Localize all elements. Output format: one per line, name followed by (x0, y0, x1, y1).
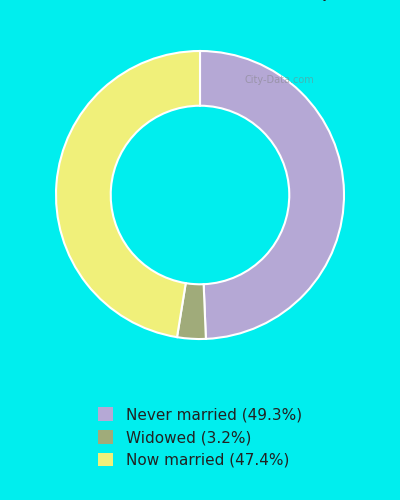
Wedge shape (177, 283, 206, 339)
Legend: Never married (49.3%), Widowed (3.2%), Now married (47.4%): Never married (49.3%), Widowed (3.2%), N… (90, 400, 310, 475)
Wedge shape (200, 51, 344, 339)
Wedge shape (56, 51, 200, 337)
Title: Marital status in San Ardo, CA: Marital status in San Ardo, CA (34, 0, 366, 2)
Text: City-Data.com: City-Data.com (244, 75, 314, 85)
